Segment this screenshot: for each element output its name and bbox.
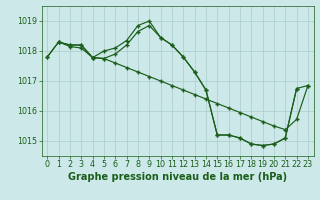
- X-axis label: Graphe pression niveau de la mer (hPa): Graphe pression niveau de la mer (hPa): [68, 172, 287, 182]
